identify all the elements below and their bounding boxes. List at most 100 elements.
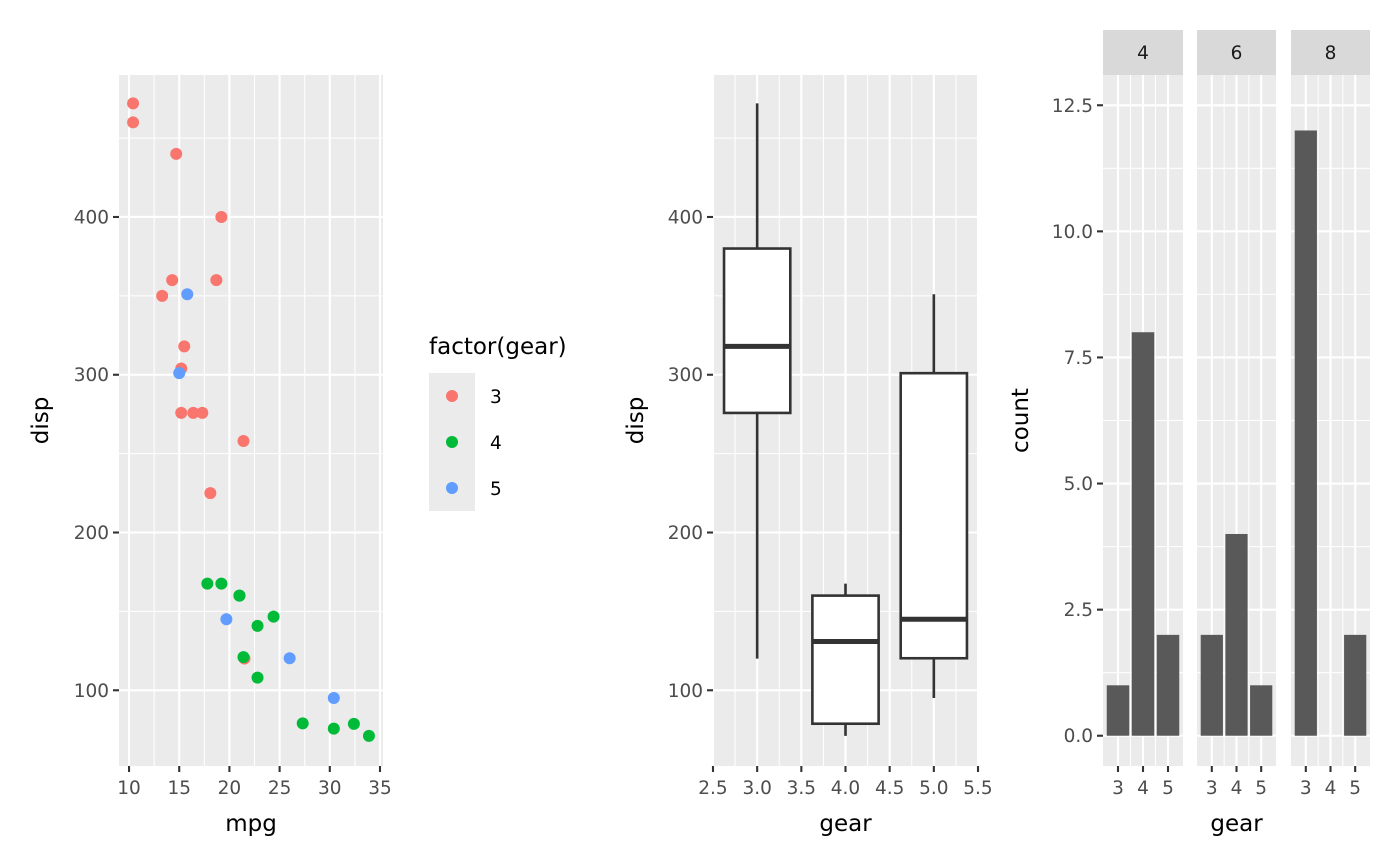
scatter-point bbox=[267, 610, 280, 623]
y-tick-label: 100 bbox=[668, 681, 703, 702]
x-tick-label: 25 bbox=[268, 778, 292, 799]
scatter-panel: 10 15 20 25 30 35 100 200 300 400 mpg disp bbox=[28, 75, 392, 837]
scatter-point bbox=[201, 577, 214, 590]
y-tick-label: 300 bbox=[74, 365, 109, 386]
scatter-point bbox=[156, 289, 169, 302]
x-tick-label: 30 bbox=[318, 778, 342, 799]
bar bbox=[1156, 634, 1180, 736]
bar bbox=[1250, 685, 1273, 736]
y-tick-label: 400 bbox=[668, 207, 703, 228]
bar bbox=[1294, 130, 1317, 736]
y-tick-label: 200 bbox=[668, 523, 703, 544]
x-tick-label: 15 bbox=[167, 778, 191, 799]
facet-strip bbox=[1103, 30, 1183, 75]
scatter-point bbox=[251, 671, 264, 684]
x-tick-label: 10 bbox=[117, 778, 141, 799]
facet-strip bbox=[1197, 30, 1276, 75]
box bbox=[722, 247, 792, 415]
scatter-point bbox=[233, 589, 246, 602]
box-group bbox=[811, 583, 880, 736]
legend: factor(gear) 3 4 5 bbox=[429, 334, 567, 511]
y-tick-label: 400 bbox=[74, 207, 109, 228]
x-tick-label: 4 bbox=[1325, 778, 1337, 799]
facet-4: 43 4 5 bbox=[1103, 30, 1183, 799]
facet-6: 6 3 4 5 bbox=[1197, 30, 1276, 799]
y-tick-label: 7.5 bbox=[1064, 348, 1093, 369]
y-axis-title: disp bbox=[623, 397, 649, 445]
x-tick-label: 5 bbox=[1349, 778, 1361, 799]
x-tick-label: 35 bbox=[368, 778, 392, 799]
bar bbox=[1225, 533, 1248, 736]
box bbox=[899, 371, 969, 660]
y-tick-label: 100 bbox=[74, 681, 109, 702]
y-tick-label: 0.0 bbox=[1064, 726, 1093, 747]
bar bbox=[1344, 634, 1367, 736]
scatter-point bbox=[237, 435, 250, 448]
facet-strip-label: 4 bbox=[1137, 43, 1149, 64]
scatter-point bbox=[204, 487, 217, 500]
box-group bbox=[722, 103, 792, 659]
scatter-point bbox=[215, 210, 228, 223]
x-tick-label: 5 bbox=[1255, 778, 1267, 799]
x-tick-label: 4 bbox=[1137, 778, 1149, 799]
legend-key-point bbox=[446, 482, 458, 494]
x-tick-label: 3.0 bbox=[742, 778, 771, 799]
scatter-point bbox=[251, 619, 264, 632]
scatter-point bbox=[327, 692, 340, 705]
legend-key-point bbox=[446, 390, 458, 402]
bar bbox=[1131, 332, 1155, 736]
x-axis-title: mpg bbox=[225, 811, 277, 837]
bar bbox=[1200, 634, 1223, 736]
scatter-point bbox=[173, 367, 186, 380]
x-axis-title: gear bbox=[819, 811, 872, 837]
x-tick-label: 4 bbox=[1231, 778, 1243, 799]
facet-strip-label: 6 bbox=[1231, 43, 1243, 64]
legend-title: factor(gear) bbox=[429, 334, 567, 360]
bar bbox=[1106, 685, 1130, 736]
scatter-point bbox=[187, 406, 200, 419]
legend-label: 3 bbox=[490, 387, 502, 408]
x-tick-label: 2.5 bbox=[698, 778, 727, 799]
y-tick-label: 2.5 bbox=[1064, 600, 1093, 621]
x-axis-title: gear bbox=[1210, 811, 1263, 837]
x-tick-label: 4.5 bbox=[875, 778, 904, 799]
x-tick-label: 3 bbox=[1300, 778, 1312, 799]
facet-strip bbox=[1291, 30, 1370, 75]
legend-label: 4 bbox=[490, 433, 502, 454]
y-tick-label: 10.0 bbox=[1052, 222, 1093, 243]
scatter-point bbox=[296, 717, 309, 730]
scatter-point bbox=[327, 722, 340, 735]
x-tick-label: 3 bbox=[1206, 778, 1218, 799]
scatter-point bbox=[347, 717, 360, 730]
box-group bbox=[899, 294, 969, 699]
x-tick-label: 20 bbox=[218, 778, 242, 799]
y-tick-label: 12.5 bbox=[1052, 96, 1093, 117]
x-tick-label: 3.5 bbox=[787, 778, 816, 799]
x-tick-label: 5.5 bbox=[963, 778, 992, 799]
x-tick-label: 5 bbox=[1162, 778, 1174, 799]
x-tick-label: 5.0 bbox=[919, 778, 948, 799]
y-axis-title: count bbox=[1008, 388, 1034, 453]
scatter-point bbox=[196, 406, 209, 419]
scatter-point bbox=[362, 729, 375, 742]
y-tick-label: 5.0 bbox=[1064, 474, 1093, 495]
scatter-point bbox=[220, 613, 233, 626]
legend-key-point bbox=[446, 436, 458, 448]
scatter-point bbox=[237, 651, 250, 664]
scatter-point bbox=[166, 274, 179, 287]
scatter-point bbox=[283, 652, 296, 665]
scatter-point bbox=[181, 288, 194, 301]
box bbox=[811, 594, 880, 726]
scatter-point bbox=[170, 147, 183, 160]
scatter-point bbox=[215, 577, 228, 590]
facet-strip-label: 8 bbox=[1325, 43, 1337, 64]
boxplot-panel: 2.5 3.0 3.5 4.0 4.5 5.0 5.5 100 200 300 400 gear dis… bbox=[623, 75, 993, 837]
scatter-point bbox=[127, 116, 140, 129]
scatter-point bbox=[127, 97, 140, 110]
y-axis-title: disp bbox=[28, 397, 54, 445]
x-tick-label: 4.0 bbox=[831, 778, 860, 799]
scatter-point bbox=[178, 340, 191, 353]
x-tick-label: 3 bbox=[1112, 778, 1124, 799]
scatter-point bbox=[210, 274, 223, 287]
